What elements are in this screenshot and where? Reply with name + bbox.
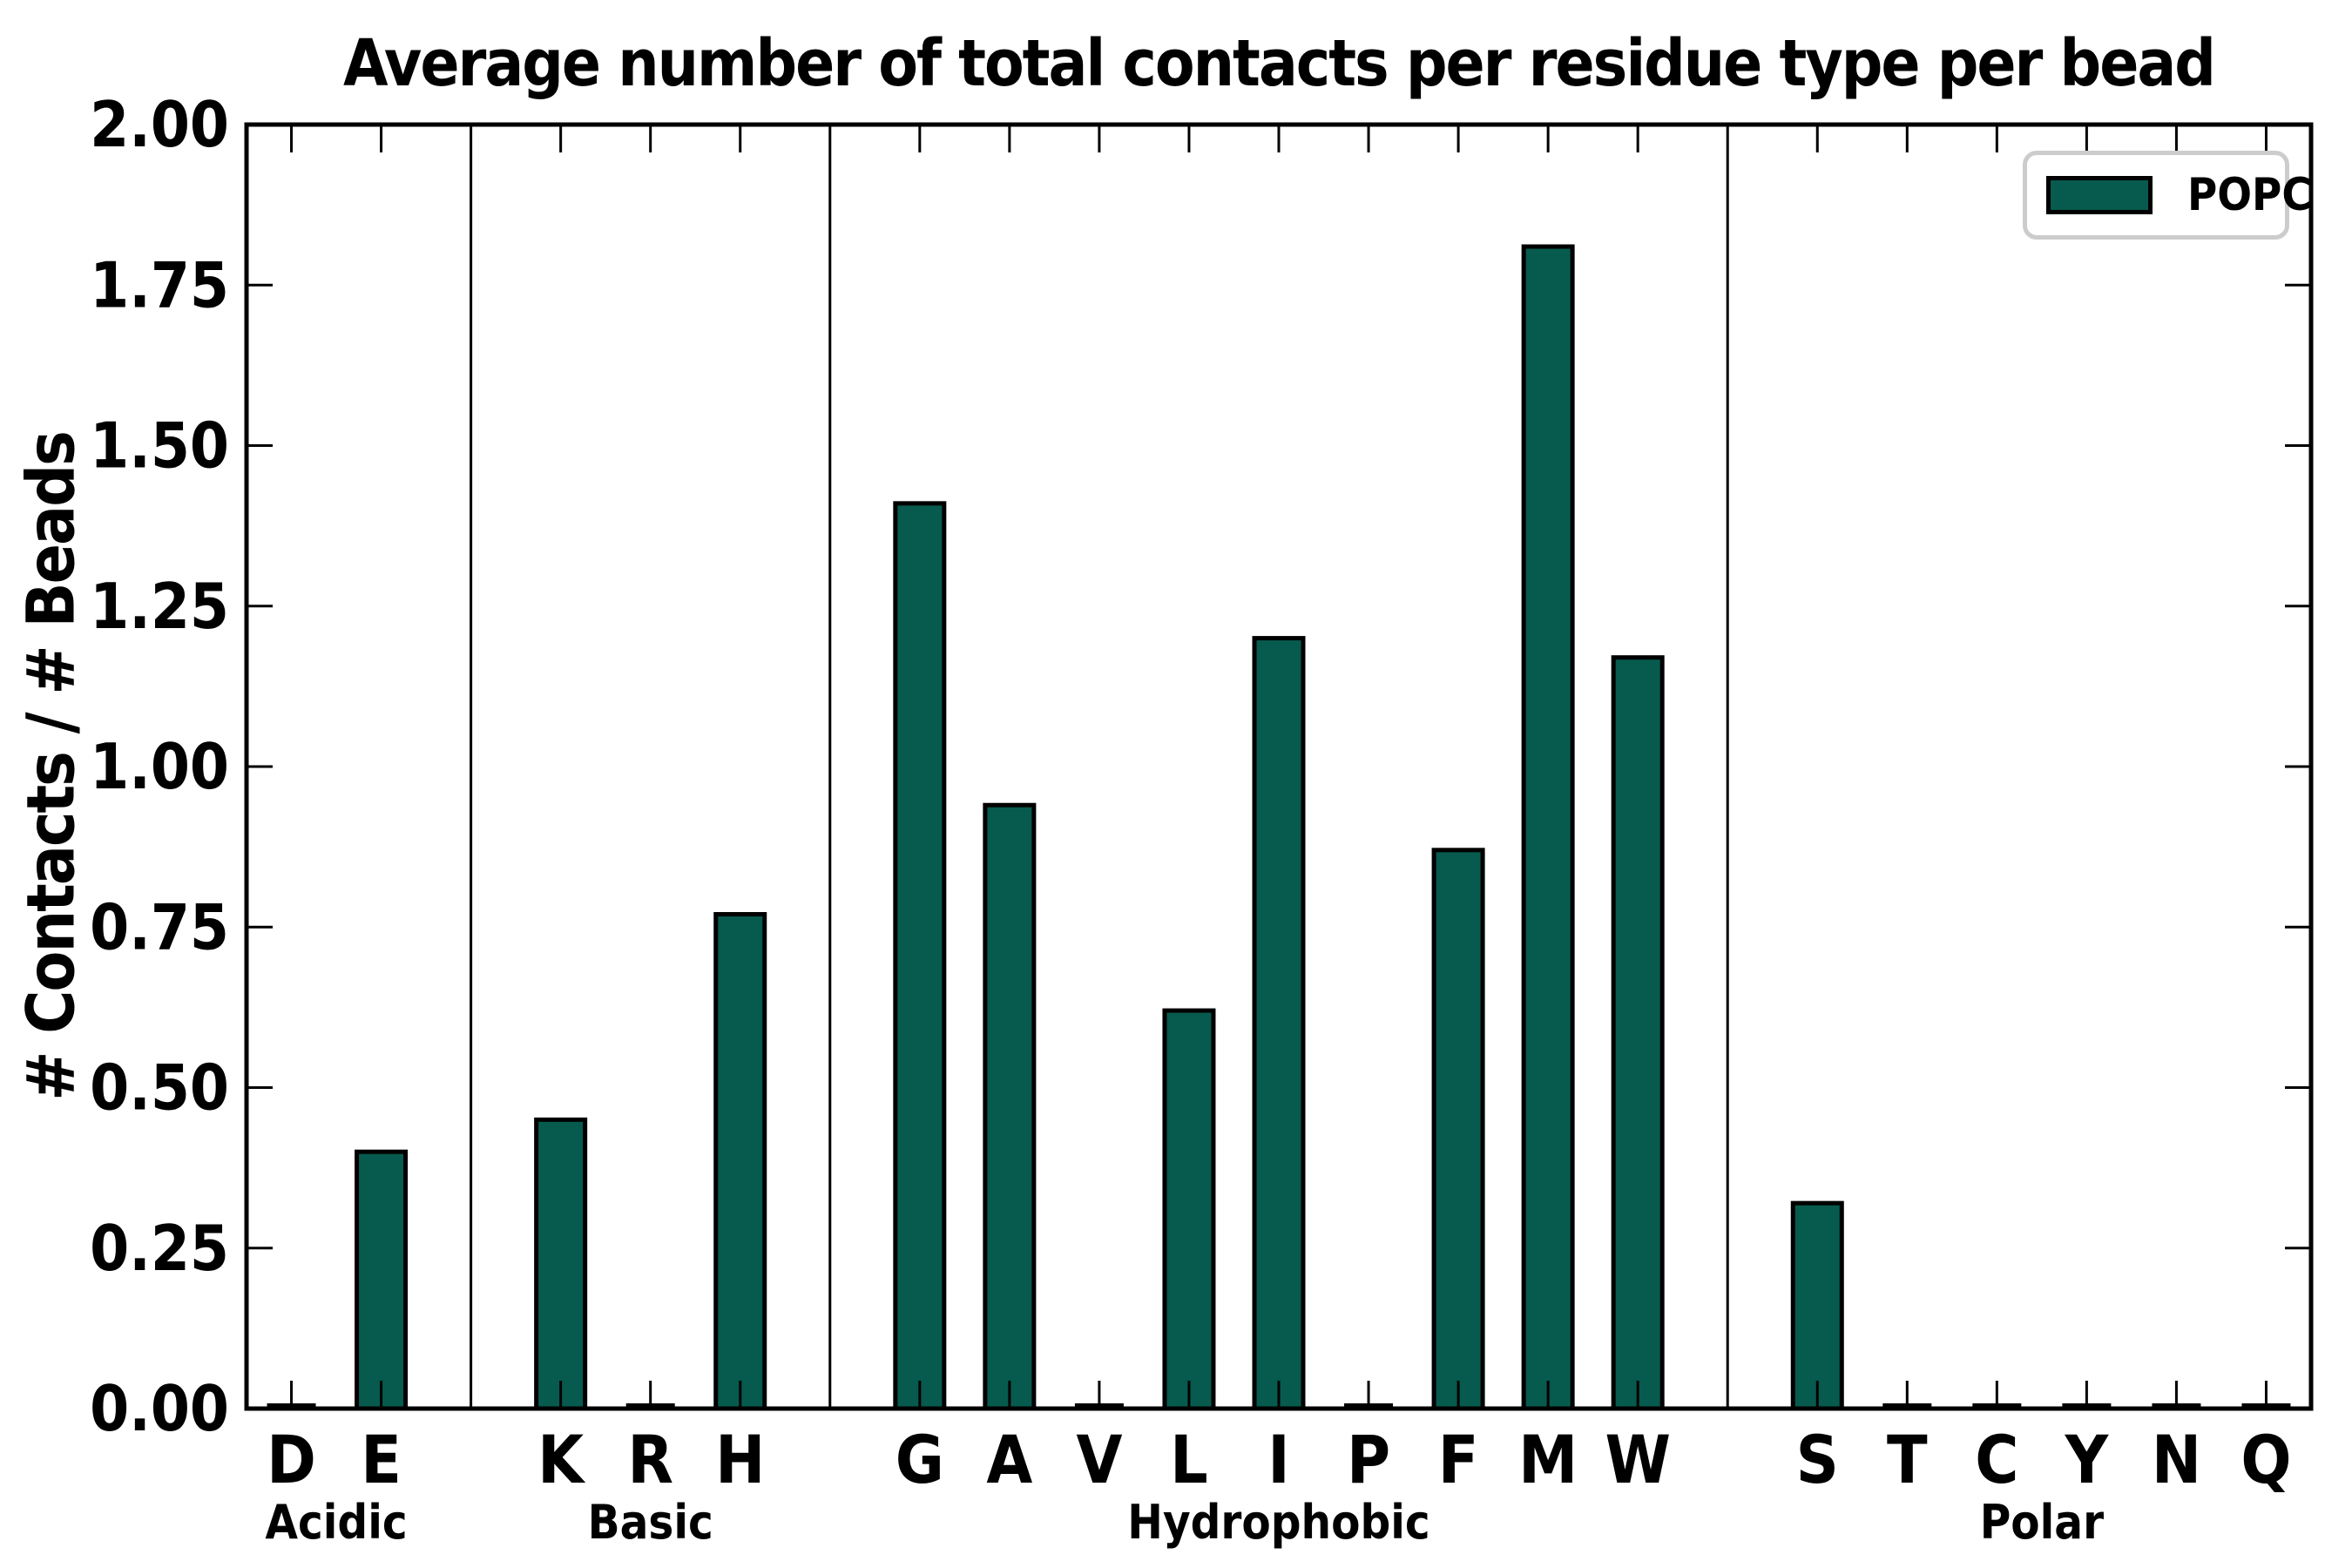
- x-tick-label-M: M: [1518, 1421, 1578, 1498]
- x-tick-label-C: C: [1975, 1421, 2018, 1498]
- bar-F: [1431, 848, 1485, 1411]
- bar-K: [534, 1117, 588, 1411]
- x-tick-label-E: E: [361, 1421, 402, 1498]
- x-tick-label-Q: Q: [2240, 1421, 2291, 1498]
- y-tick-label-0.00: 0.00: [90, 1372, 229, 1445]
- x-tick-label-G: G: [896, 1421, 944, 1498]
- legend-swatch-popc: [2046, 176, 2153, 214]
- bar-E: [355, 1149, 409, 1411]
- legend: POPC: [2023, 151, 2312, 240]
- x-tick-label-D: D: [267, 1421, 316, 1498]
- y-tick-label-1.00: 1.00: [90, 730, 229, 803]
- legend-label: POPC: [2187, 169, 2312, 221]
- y-tick-label-1.50: 1.50: [90, 409, 229, 483]
- x-tick-label-S: S: [1796, 1421, 1839, 1498]
- x-tick-label-Y: Y: [2065, 1421, 2110, 1498]
- x-tick-label-T: T: [1887, 1421, 1928, 1498]
- x-tick-label-W: W: [1605, 1421, 1670, 1498]
- bar-W: [1611, 655, 1665, 1411]
- x-tick-label-L: L: [1170, 1421, 1208, 1498]
- y-tick-label-0.75: 0.75: [90, 890, 229, 963]
- x-tick-label-V: V: [1076, 1421, 1122, 1498]
- bar-A: [983, 802, 1037, 1411]
- group-label-acidic: Acidic: [265, 1495, 407, 1550]
- y-tick-label-0.50: 0.50: [90, 1051, 229, 1125]
- x-tick-label-R: R: [627, 1421, 673, 1498]
- x-tick-label-N: N: [2152, 1421, 2201, 1498]
- bar-H: [713, 912, 767, 1411]
- x-tick-label-H: H: [715, 1421, 765, 1498]
- group-label-basic: Basic: [588, 1495, 713, 1550]
- bar-L: [1162, 1008, 1216, 1411]
- x-tick-label-P: P: [1347, 1421, 1390, 1498]
- bar-S: [1790, 1200, 1844, 1411]
- x-tick-label-I: I: [1267, 1421, 1289, 1498]
- bar-I: [1252, 636, 1306, 1411]
- y-tick-label-1.75: 1.75: [90, 248, 229, 321]
- y-tick-label-2.00: 2.00: [90, 88, 229, 161]
- x-tick-label-A: A: [986, 1421, 1032, 1498]
- group-label-hydrophobic: Hydrophobic: [1127, 1495, 1429, 1550]
- chart-title: Average number of total contacts per res…: [343, 26, 2216, 101]
- y-tick-label-1.25: 1.25: [90, 570, 229, 643]
- y-tick-label-0.25: 0.25: [90, 1212, 229, 1285]
- plot-frame: [244, 122, 2314, 1411]
- bar-M: [1521, 244, 1575, 1411]
- x-tick-label-F: F: [1438, 1421, 1479, 1498]
- x-tick-label-K: K: [537, 1421, 586, 1498]
- group-label-polar: Polar: [1980, 1495, 2104, 1550]
- bar-G: [893, 501, 947, 1411]
